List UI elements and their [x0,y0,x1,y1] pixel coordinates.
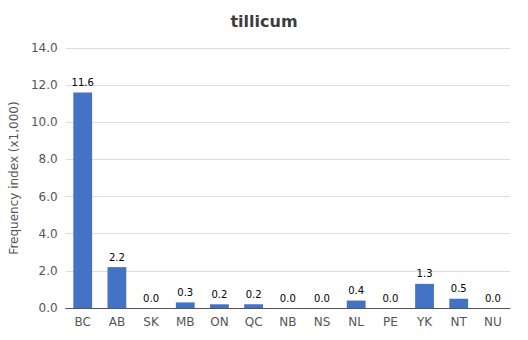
svg-text:Frequency index (x1,000): Frequency index (x1,000) [7,101,21,254]
svg-text:0.0: 0.0 [314,293,330,304]
svg-text:NU: NU [484,315,502,329]
svg-text:10.0: 10.0 [31,115,58,129]
svg-text:11.6: 11.6 [72,77,94,88]
svg-text:14.0: 14.0 [31,41,58,55]
svg-text:0.4: 0.4 [348,285,364,296]
svg-text:AB: AB [109,315,125,329]
svg-text:0.3: 0.3 [177,287,193,298]
svg-text:PE: PE [383,315,398,329]
svg-text:6.0: 6.0 [39,190,58,204]
svg-text:ON: ON [210,315,228,329]
svg-text:MB: MB [176,315,195,329]
svg-text:NS: NS [314,315,331,329]
svg-text:BC: BC [75,315,91,329]
svg-text:QC: QC [245,315,263,329]
svg-text:0.0: 0.0 [382,293,398,304]
svg-text:4.0: 4.0 [39,227,58,241]
svg-text:0.0: 0.0 [485,293,501,304]
svg-text:2.2: 2.2 [109,252,125,263]
svg-text:NT: NT [451,315,468,329]
svg-text:tillicum: tillicum [230,12,297,31]
svg-text:2.0: 2.0 [39,264,58,278]
svg-text:0.0: 0.0 [39,301,58,315]
svg-text:0.2: 0.2 [211,289,227,300]
svg-text:0.0: 0.0 [143,293,159,304]
svg-text:0.0: 0.0 [280,293,296,304]
svg-text:8.0: 8.0 [39,152,58,166]
svg-text:NB: NB [279,315,296,329]
svg-text:0.5: 0.5 [451,283,467,294]
svg-text:0.2: 0.2 [246,289,262,300]
svg-text:SK: SK [143,315,160,329]
svg-text:YK: YK [416,315,433,329]
svg-text:1.3: 1.3 [417,268,433,279]
svg-text:12.0: 12.0 [31,78,58,92]
svg-text:NL: NL [348,315,364,329]
